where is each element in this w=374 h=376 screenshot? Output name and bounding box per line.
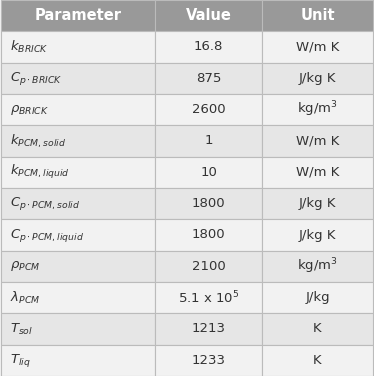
Text: J/kg K: J/kg K: [299, 229, 336, 241]
Text: $k_{\mathit{BRICK}}$: $k_{\mathit{BRICK}}$: [10, 39, 49, 55]
Text: Value: Value: [186, 8, 232, 23]
Bar: [155, 345, 262, 376]
Bar: [155, 63, 262, 94]
Text: 2100: 2100: [192, 260, 226, 273]
Text: W/m K: W/m K: [296, 41, 339, 53]
Bar: [155, 219, 262, 251]
Bar: [262, 125, 373, 157]
Bar: [262, 188, 373, 219]
Text: $k_{\mathit{PCM,solid}}$: $k_{\mathit{PCM,solid}}$: [10, 132, 66, 150]
Bar: [155, 94, 262, 125]
Bar: [155, 282, 262, 313]
Text: 1800: 1800: [192, 229, 226, 241]
Text: Parameter: Parameter: [34, 8, 121, 23]
Text: W/m K: W/m K: [296, 166, 339, 179]
Bar: [1, 31, 155, 63]
Bar: [1, 157, 155, 188]
Text: J/kg K: J/kg K: [299, 197, 336, 210]
Bar: [262, 31, 373, 63]
Bar: [155, 313, 262, 345]
Bar: [1, 94, 155, 125]
Bar: [262, 0, 373, 31]
Bar: [155, 125, 262, 157]
Text: $T_{sol}$: $T_{sol}$: [10, 321, 33, 337]
Bar: [262, 345, 373, 376]
Bar: [1, 0, 155, 31]
Text: 1: 1: [205, 135, 213, 147]
Bar: [1, 282, 155, 313]
Bar: [262, 313, 373, 345]
Text: 875: 875: [196, 72, 221, 85]
Text: $C_{p\cdot\mathit{BRICK}}$: $C_{p\cdot\mathit{BRICK}}$: [10, 70, 62, 87]
Text: $\rho_{\mathit{BRICK}}$: $\rho_{\mathit{BRICK}}$: [10, 103, 49, 117]
Text: J/kg K: J/kg K: [299, 72, 336, 85]
Text: 1800: 1800: [192, 197, 226, 210]
Bar: [155, 251, 262, 282]
Bar: [155, 157, 262, 188]
Bar: [1, 188, 155, 219]
Bar: [262, 63, 373, 94]
Bar: [1, 251, 155, 282]
Bar: [262, 282, 373, 313]
Bar: [1, 63, 155, 94]
Text: J/kg: J/kg: [305, 291, 330, 304]
Bar: [262, 251, 373, 282]
Bar: [1, 313, 155, 345]
Text: $\lambda_{\mathit{PCM}}$: $\lambda_{\mathit{PCM}}$: [10, 290, 40, 306]
Text: $C_{p\cdot\mathit{PCM,solid}}$: $C_{p\cdot\mathit{PCM,solid}}$: [10, 195, 80, 212]
Text: kg/m$^{3}$: kg/m$^{3}$: [297, 256, 338, 276]
Text: kg/m$^{3}$: kg/m$^{3}$: [297, 100, 338, 120]
Text: $C_{p\cdot\mathit{PCM,liquid}}$: $C_{p\cdot\mathit{PCM,liquid}}$: [10, 226, 84, 244]
Text: 16.8: 16.8: [194, 41, 223, 53]
Bar: [155, 31, 262, 63]
Bar: [155, 0, 262, 31]
Text: $\rho_{\mathit{PCM}}$: $\rho_{\mathit{PCM}}$: [10, 259, 40, 273]
Text: W/m K: W/m K: [296, 135, 339, 147]
Text: K: K: [313, 323, 322, 335]
Bar: [262, 219, 373, 251]
Text: 1213: 1213: [192, 323, 226, 335]
Text: 2600: 2600: [192, 103, 226, 116]
Bar: [1, 345, 155, 376]
Text: 5.1 x 10$^{5}$: 5.1 x 10$^{5}$: [178, 290, 239, 306]
Bar: [262, 157, 373, 188]
Bar: [155, 188, 262, 219]
Text: $k_{\mathit{PCM,liquid}}$: $k_{\mathit{PCM,liquid}}$: [10, 163, 70, 181]
Text: Unit: Unit: [300, 8, 335, 23]
Text: 1233: 1233: [192, 354, 226, 367]
Bar: [262, 94, 373, 125]
Text: $T_{liq}$: $T_{liq}$: [10, 352, 31, 369]
Text: K: K: [313, 354, 322, 367]
Bar: [1, 125, 155, 157]
Text: 10: 10: [200, 166, 217, 179]
Bar: [1, 219, 155, 251]
